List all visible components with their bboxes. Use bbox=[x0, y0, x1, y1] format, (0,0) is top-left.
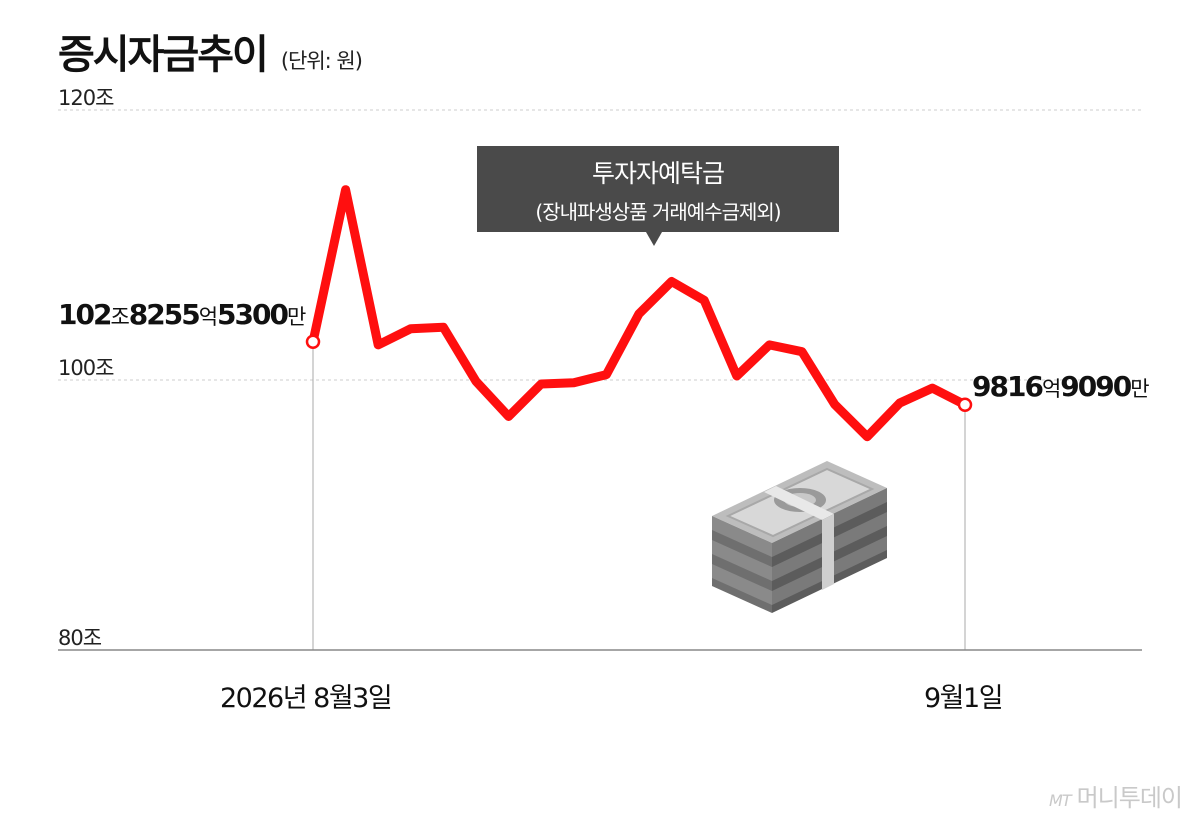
end-value-label: 9816억9090만 bbox=[972, 370, 1150, 403]
money-band bbox=[764, 486, 834, 590]
end-value-num2: 9090 bbox=[1060, 370, 1132, 403]
series-line bbox=[308, 185, 970, 442]
money-stack-left-face bbox=[712, 516, 772, 613]
y-tick-label-100: 100조 bbox=[58, 356, 114, 380]
y-tick-label-80: 80조 bbox=[58, 626, 102, 650]
end-value-unit1: 억 bbox=[1041, 377, 1061, 401]
end-value-unit2: 만 bbox=[1130, 377, 1149, 401]
chart-title: 증시자금추이 bbox=[58, 32, 269, 78]
callout-title: 투자자예탁금 bbox=[591, 159, 725, 188]
x-tick-label-end: 9월1일 bbox=[924, 683, 1004, 714]
brand-mark: MT bbox=[1049, 791, 1072, 810]
start-value-unit3: 만 bbox=[286, 305, 306, 329]
start-value-label: 102조8255억5300만 bbox=[58, 298, 306, 331]
end-markers bbox=[305, 334, 973, 412]
callout-pointer bbox=[646, 232, 662, 246]
start-value-num1: 102 bbox=[58, 298, 112, 331]
y-tick-label-120: 120조 bbox=[58, 86, 114, 110]
start-value-num2: 8255 bbox=[128, 298, 201, 331]
start-value-unit1: 조 bbox=[110, 305, 129, 329]
series-polyline bbox=[308, 185, 970, 442]
brand-logo: MT 머니투데이 bbox=[1049, 778, 1183, 813]
brand-name: 머니투데이 bbox=[1076, 784, 1183, 812]
marker-lines bbox=[312, 341, 966, 650]
series-callout-box: 투자자예탁금 (장내파생상품 거래예수금제외) bbox=[477, 146, 839, 232]
x-tick-label-start: 2026년 8월3일 bbox=[220, 683, 393, 714]
start-value-num3: 5300 bbox=[217, 298, 289, 331]
money-stack-illustration bbox=[712, 461, 887, 613]
callout-subtitle: (장내파생상품 거래예수금제외) bbox=[535, 200, 781, 224]
start-value-unit2: 억 bbox=[198, 305, 218, 329]
end-point-marker bbox=[957, 397, 973, 412]
unit-label: (단위: 원) bbox=[280, 49, 363, 73]
end-value-num1: 9816 bbox=[972, 370, 1044, 403]
start-point-marker bbox=[305, 334, 321, 350]
